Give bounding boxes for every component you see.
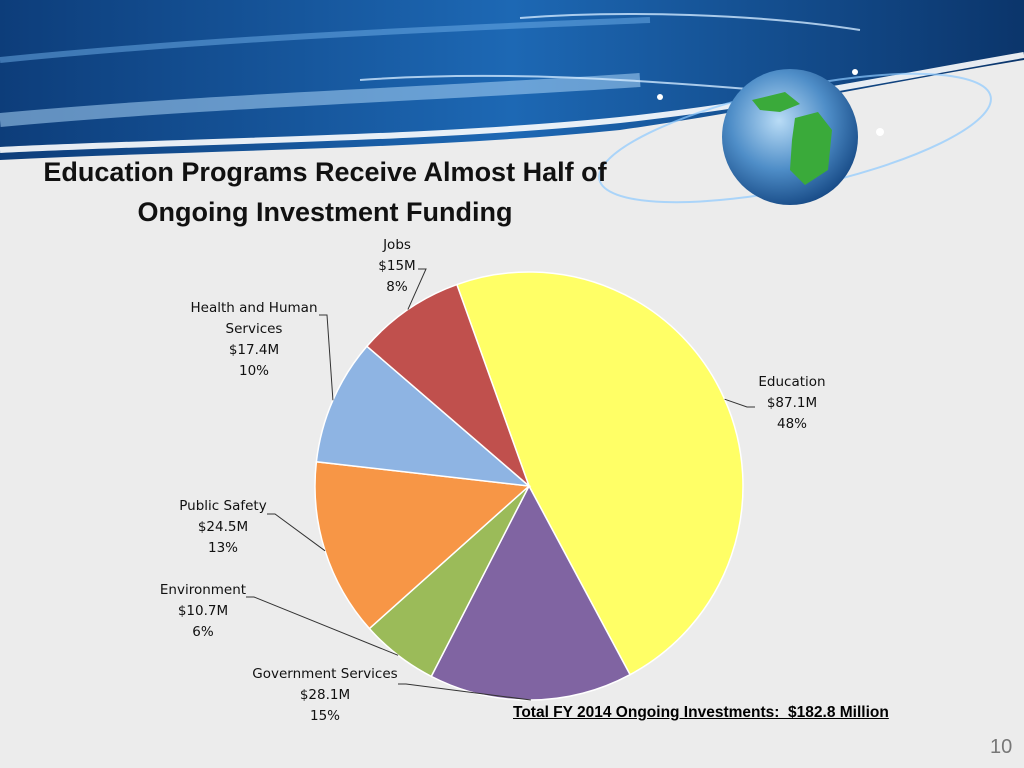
slide-title: Education Programs Receive Almost Half o… (0, 152, 650, 232)
data-label-jobs: Jobs $15M 8% (378, 237, 415, 295)
data-label-health-and-human-services: Health and Human Services $17.4M 10% (191, 300, 318, 379)
slide-title-line-2: Ongoing Investment Funding (137, 197, 513, 227)
leader-line-education (724, 398, 755, 408)
slide-title-line-1: Education Programs Receive Almost Half o… (43, 157, 607, 187)
total-investment-note: Total FY 2014 Ongoing Investments: $182.… (513, 704, 889, 721)
page-number: 10 (990, 736, 1013, 758)
leader-line-jobs (407, 268, 427, 310)
leader-line-environment (246, 596, 399, 656)
leader-line-health-and-human-services (319, 314, 334, 401)
pie-slice-education (455, 271, 744, 676)
leader-line-government-services (398, 683, 531, 701)
data-label-education: Education $87.1M 48% (758, 374, 825, 432)
slide-header-banner (0, 0, 1024, 205)
pie-slice-health-and-human-services (315, 345, 532, 488)
data-label-government-services: Government Services $28.1M 15% (252, 666, 397, 724)
leader-line-public-safety (267, 513, 326, 552)
pie-slice-public-safety (314, 460, 531, 630)
data-label-public-safety: Public Safety $24.5M 13% (179, 498, 266, 556)
data-label-environment: Environment $10.7M 6% (160, 582, 246, 640)
michigan-map-icon (752, 92, 832, 185)
